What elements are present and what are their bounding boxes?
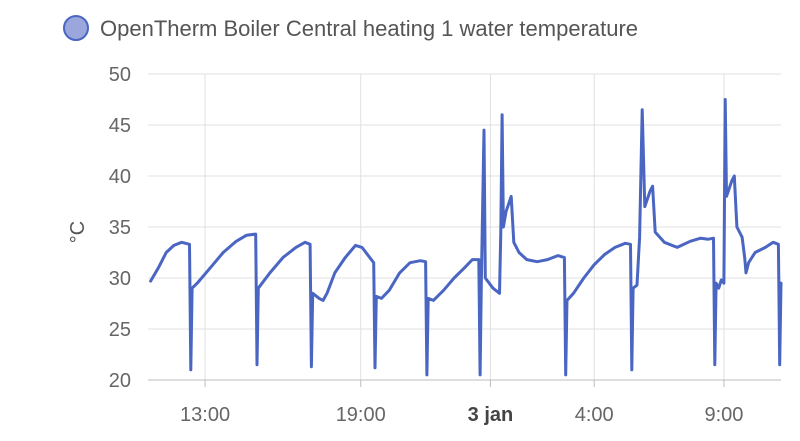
y-axis-label: °C (67, 221, 89, 243)
legend-label: OpenTherm Boiler Central heating 1 water… (100, 16, 638, 41)
x-tick-label: 9:00 (704, 404, 743, 426)
x-tick-label: 13:00 (180, 404, 230, 426)
series-line (149, 98, 783, 377)
legend[interactable]: OpenTherm Boiler Central heating 1 water… (63, 15, 638, 41)
x-tick-label: 19:00 (336, 404, 386, 426)
x-axis-tick-labels: 13:00 19:00 3 jan 4:00 9:00 (180, 404, 743, 426)
x-tick-label: 4:00 (575, 404, 614, 426)
y-axis-tick-labels: 20 25 30 35 40 45 50 (109, 64, 131, 392)
y-tick-label: 20 (109, 370, 131, 392)
y-tick-label: 25 (109, 319, 131, 341)
x-tick-label: 3 jan (468, 404, 514, 426)
y-tick-label: 30 (109, 268, 131, 290)
grid (148, 73, 781, 387)
series-layer (149, 98, 783, 377)
legend-swatch (63, 15, 89, 41)
y-tick-label: 45 (109, 115, 131, 137)
y-tick-label: 40 (109, 166, 131, 188)
y-tick-label: 35 (109, 217, 131, 239)
y-tick-label: 50 (109, 64, 131, 86)
